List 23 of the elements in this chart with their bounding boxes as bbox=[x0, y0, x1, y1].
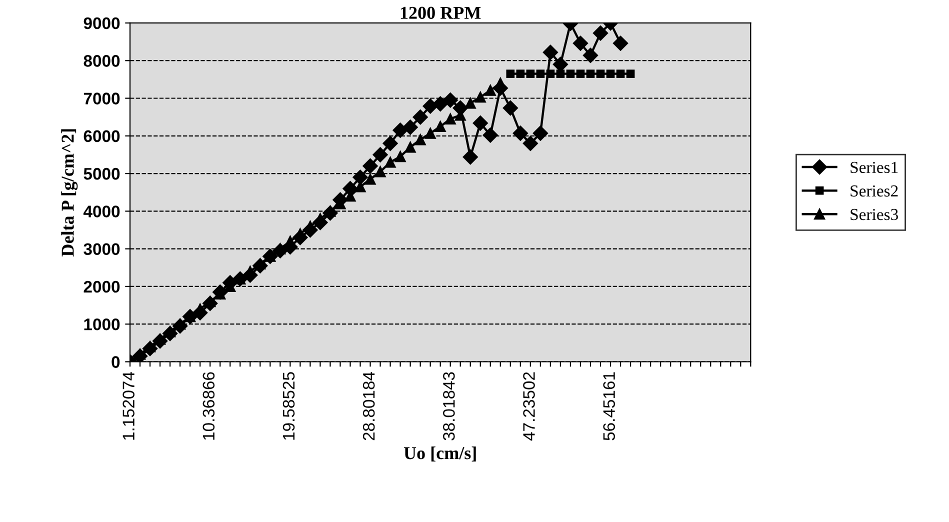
y-tick-label: 8000 bbox=[84, 55, 120, 67]
chart-title: 1200 RPM bbox=[400, 6, 481, 19]
y-tick-label: 5000 bbox=[84, 168, 120, 180]
x-tick-label: 10.36866 bbox=[202, 372, 215, 440]
x-tick-label: 56.45161 bbox=[603, 372, 615, 440]
x-axis-title: Uo [cm/s] bbox=[404, 446, 476, 462]
x-tick-label: 1.152074 bbox=[122, 372, 134, 440]
y-tick-label: 4000 bbox=[83, 206, 120, 218]
legend-label: Series3 bbox=[850, 208, 898, 220]
y-tick-label: 9000 bbox=[84, 17, 120, 30]
legend-label: Series2 bbox=[850, 185, 898, 197]
y-tick-label: 3000 bbox=[84, 243, 120, 256]
y-tick-label: 1000 bbox=[84, 318, 120, 330]
y-tick-label: 0 bbox=[112, 356, 120, 368]
x-tick-label: 28.80184 bbox=[362, 372, 375, 440]
x-tick-label: 47.23502 bbox=[523, 372, 535, 441]
y-axis-title: Delta P [g/cm^2] bbox=[61, 129, 78, 256]
legend-label: Series1 bbox=[850, 162, 898, 174]
x-tick-label: 38.01843 bbox=[443, 372, 455, 440]
y-tick-label: 7000 bbox=[84, 92, 120, 104]
x-tick-label: 19.58525 bbox=[282, 372, 295, 440]
y-tick-label: 6000 bbox=[84, 130, 120, 142]
y-tick-label: 2000 bbox=[84, 280, 120, 293]
